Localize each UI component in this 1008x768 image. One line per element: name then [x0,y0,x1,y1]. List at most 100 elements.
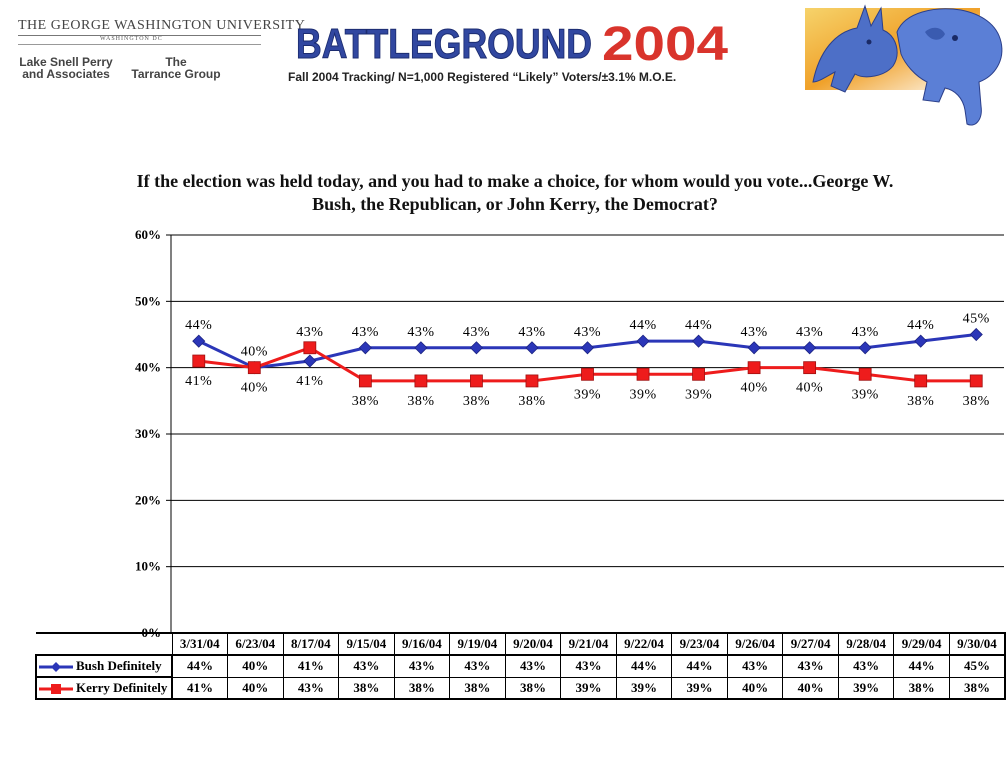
table-value-cell: 43% [282,676,340,700]
kerry-point-marker [969,374,983,388]
bush-data-label: 43% [852,325,879,340]
poll-subtitle: Fall 2004 Tracking/ N=1,000 Registered “… [288,70,677,84]
table-value-cell: 39% [615,676,673,700]
table-value-cell: 43% [837,654,895,678]
legend-key-square-icon [39,684,73,695]
table-value-cell: 44% [893,654,950,678]
table-value-cell: 43% [560,654,617,678]
x-category-label: 9/23/04 [671,632,728,656]
table-value-cell: 39% [560,676,617,700]
y-tick-label: 30% [135,426,161,441]
firm-lake-snell-perry: Lake Snell Perry and Associates [18,56,114,80]
kerry-data-label: 40% [796,381,823,396]
bush-data-label: 44% [685,318,712,333]
x-category-label: 3/31/04 [171,632,229,656]
bush-data-label: 45% [963,312,990,327]
bush-data-label: 43% [352,325,379,340]
bush-point-marker [636,334,650,348]
chart-question: If the election was held today, and you … [136,171,894,214]
kerry-point-marker [303,341,317,355]
bush-data-label: 43% [463,325,490,340]
table-value-cell: 43% [393,654,451,678]
kerry-data-label: 38% [352,394,379,409]
kerry-point-marker [470,374,483,388]
bush-point-marker [692,334,706,348]
table-value-cell: 43% [449,654,506,678]
kerry-data-label: 38% [407,394,434,409]
bush-point-marker [747,341,761,355]
x-category-label: 9/19/04 [449,632,506,656]
x-category-label: 9/22/04 [615,632,673,656]
brand-word: BATTLEGROUND [296,20,592,67]
table-value-cell: 38% [393,676,451,700]
table-value-cell: 40% [227,676,284,700]
kerry-data-label: 38% [963,394,990,409]
x-category-label: 6/23/04 [227,632,284,656]
y-tick-label: 40% [135,360,161,375]
x-category-label: 9/27/04 [782,632,839,656]
bush-point-marker [525,341,539,355]
table-value-cell: 38% [449,676,506,700]
x-category-label: 9/29/04 [893,632,950,656]
university-location: WASHINGTON DC [100,36,163,42]
legend-series-name: Kerry Definitely [76,680,168,695]
bush-data-label: 44% [185,318,212,333]
kerry-point-marker [692,367,705,381]
kerry-data-label: 43% [296,325,323,340]
bush-point-marker [914,334,928,348]
table-value-cell: 43% [338,654,395,678]
y-tick-label: 60% [135,227,161,242]
table-value-cell: 38% [504,676,562,700]
kerry-data-label: 41% [185,374,212,389]
kerry-point-marker [414,374,428,388]
table-value-cell: 43% [782,654,839,678]
table-value-cell: 40% [726,676,784,700]
bush-data-label: 43% [407,325,434,340]
table-value-cell: 38% [948,676,1006,700]
kerry-point-marker [636,367,650,381]
firm-tarrance-group: The Tarrance Group [126,56,226,80]
university-name: THE GEORGE WASHINGTON UNIVERSITY [18,18,306,33]
table-value-cell: 44% [171,654,229,678]
kerry-data-label: 39% [852,387,879,402]
kerry-point-marker [247,361,261,375]
table-value-cell: 38% [893,676,950,700]
bush-point-marker [580,341,595,355]
bush-point-marker [803,341,817,355]
bush-point-marker [414,341,428,355]
kerry-point-marker [803,361,817,375]
bush-point-marker [858,341,872,355]
firm-left-line1: Lake Snell Perry [19,55,113,69]
table-value-cell: 44% [671,654,728,678]
kerry-point-marker [192,354,206,368]
bush-point-marker [192,334,206,348]
bush-point-marker [969,327,983,342]
kerry-point-marker [358,374,372,388]
bush-data-label: 44% [907,318,934,333]
bush-data-label: 43% [518,325,545,340]
legend-kerry: Kerry Definitely [35,676,173,700]
y-tick-label: 50% [135,293,161,308]
table-value-cell: 43% [726,654,784,678]
bush-point-marker [358,341,372,355]
x-category-label: 9/20/04 [504,632,562,656]
kerry-point-marker [581,367,594,381]
kerry-data-label: 40% [741,381,768,396]
bush-data-label: 43% [574,325,601,340]
kerry-data-label: 38% [518,394,545,409]
y-tick-label: 10% [135,559,161,574]
university-rule [18,35,261,36]
firm-right-line2: Tarrance Group [131,67,221,81]
kerry-data-label: 38% [907,394,934,409]
firm-left-line2: and Associates [22,67,110,81]
kerry-point-marker [747,361,761,375]
donkey-elephant-mascot-icon [805,4,1003,126]
x-category-label: 9/26/04 [726,632,784,656]
bush-data-label: 44% [629,318,656,333]
kerry-data-label: 39% [574,387,601,402]
university-rule-lower [18,44,261,45]
table-value-cell: 40% [782,676,839,700]
table-value-cell: 44% [615,654,673,678]
table-value-cell: 38% [338,676,395,700]
